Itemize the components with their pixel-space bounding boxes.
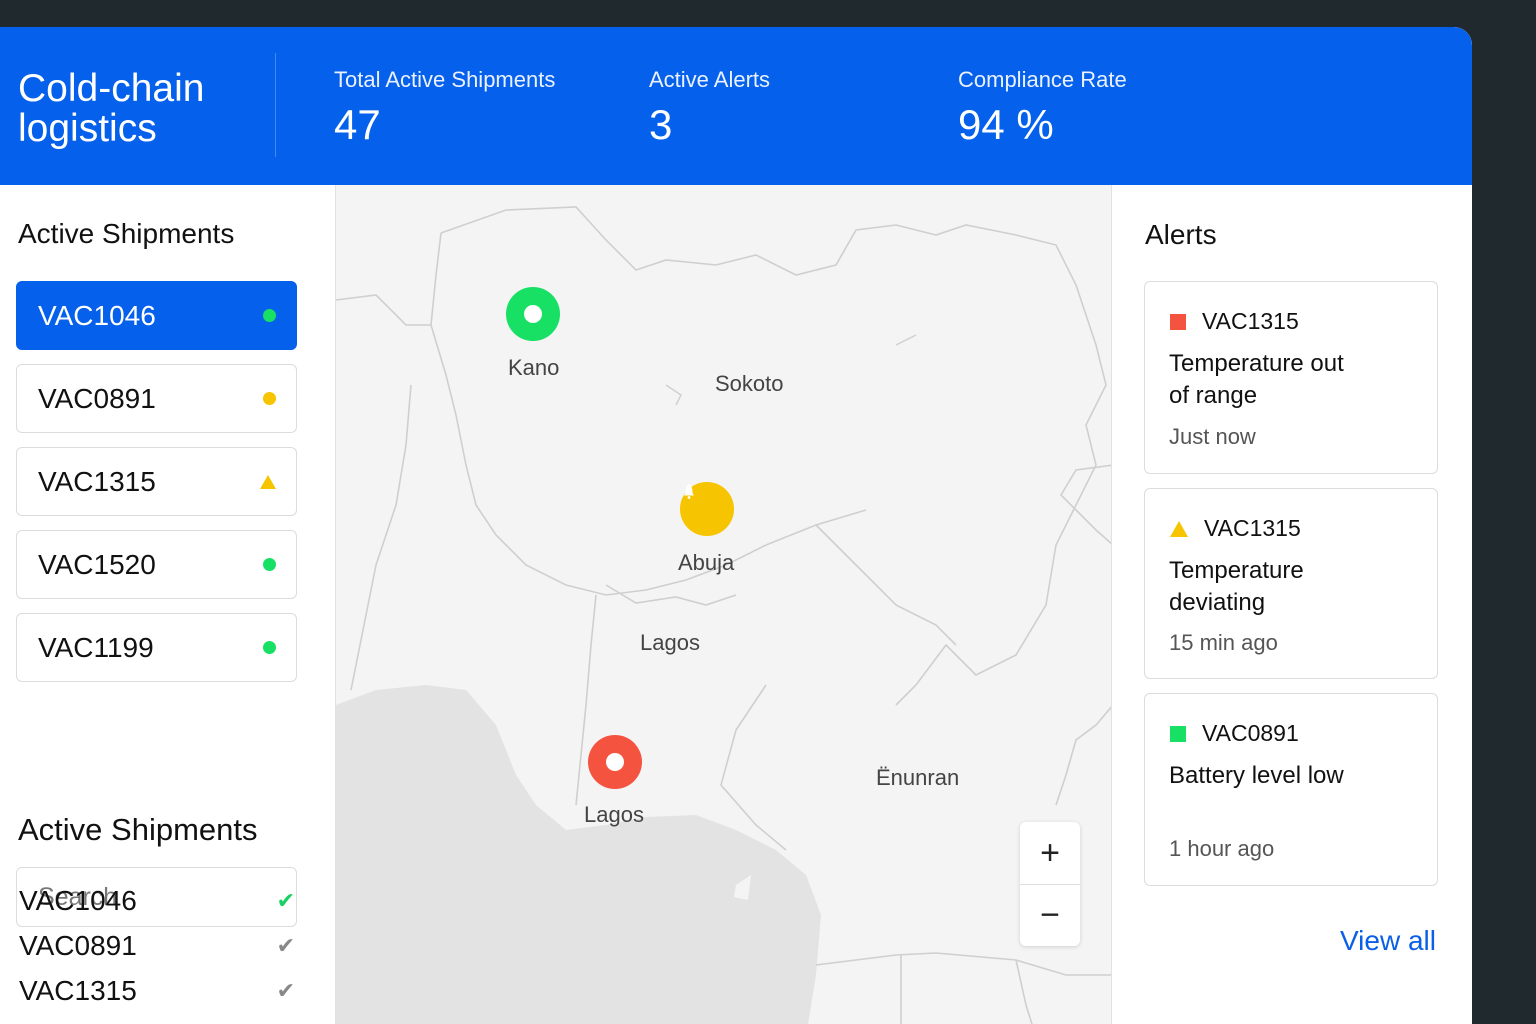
shipment-id: VAC1046 xyxy=(38,299,156,331)
yellow-triangle-icon xyxy=(1170,520,1188,537)
sidebar-title: Active Shipments xyxy=(18,218,235,249)
header-divider xyxy=(275,53,276,157)
shipment-item-vac1520[interactable]: VAC1520 xyxy=(16,530,297,599)
alert-shipment-id: VAC1315 xyxy=(1202,308,1299,334)
shipment-id: VAC1315 xyxy=(38,465,156,497)
zoom-out-button[interactable]: − xyxy=(1020,884,1080,946)
map-view[interactable]: Kano Sokoto Abuja Lagos Lagos Ënunran + … xyxy=(335,185,1112,1024)
stat-value: 94 % xyxy=(958,101,1054,148)
alert-card[interactable]: VAC1315 Temperature deviating 15 min ago xyxy=(1144,488,1438,679)
marker-center-icon xyxy=(524,305,542,323)
shipment-item-vac1315[interactable]: VAC1315 xyxy=(16,447,297,516)
header-bar: Cold-chain logistics Total Active Shipme… xyxy=(0,27,1472,185)
shipment-id: VAC0891 xyxy=(19,930,137,961)
alert-time: 15 min ago xyxy=(1169,630,1278,655)
shipment-item-vac1046[interactable]: VAC1046 xyxy=(16,281,297,350)
app-window: Cold-chain logistics Total Active Shipme… xyxy=(0,27,1472,1024)
map-basemap xyxy=(336,206,1111,1024)
check-icon: ✔ xyxy=(276,978,295,1003)
stat-compliance-rate: Compliance Rate 94 % xyxy=(958,67,1127,149)
shipment-id: VAC1315 xyxy=(19,975,137,1006)
alert-header: VAC1315 xyxy=(1170,515,1301,542)
shipment-id: VAC0891 xyxy=(38,382,156,414)
alert-time: Just now xyxy=(1169,424,1256,449)
alert-shipment-id: VAC1315 xyxy=(1204,515,1301,541)
shipments-sidebar: Active Shipments VAC1046 VAC0891 VAC1315… xyxy=(0,185,335,1024)
stat-label: Compliance Rate xyxy=(958,67,1127,92)
list-item[interactable]: VAC0891 ✔ xyxy=(19,930,297,962)
alert-card[interactable]: VAC1315 Temperature out of range Just no… xyxy=(1144,281,1438,474)
city-label-sokoto: Sokoto xyxy=(715,371,784,396)
alert-message: Temperature out of range xyxy=(1169,350,1344,409)
zoom-in-button[interactable]: + xyxy=(1040,833,1060,872)
list-item[interactable]: VAC1046 ✔ xyxy=(19,885,297,917)
status-dot-icon xyxy=(263,558,276,571)
shipment-id: VAC1046 xyxy=(19,885,137,916)
city-label-abuja: Abuja xyxy=(678,550,735,575)
shipment-id: VAC1520 xyxy=(38,548,156,580)
alert-message: Battery level low xyxy=(1169,762,1344,789)
alert-header: VAC0891 xyxy=(1170,720,1299,747)
stat-label: Total Active Shipments xyxy=(334,67,556,92)
view-all-link[interactable]: View all xyxy=(1340,925,1436,956)
abuja-warning-marker[interactable] xyxy=(680,482,734,536)
city-label-lagos-inland: Lagos xyxy=(640,630,700,655)
alert-shipment-id: VAC0891 xyxy=(1202,720,1299,746)
status-dot-icon xyxy=(263,641,276,654)
kano-marker[interactable] xyxy=(506,287,560,341)
marker-center-icon xyxy=(606,753,624,771)
city-label-kano: Kano xyxy=(508,355,560,380)
app-title: Cold-chain logistics xyxy=(18,67,205,150)
shipment-item-vac1199[interactable]: VAC1199 xyxy=(16,613,297,682)
shipment-id: VAC1199 xyxy=(38,631,154,663)
stat-label: Active Alerts xyxy=(649,67,771,92)
stat-value: 3 xyxy=(649,101,673,148)
stat-total-shipments: Total Active Shipments 47 xyxy=(334,67,555,149)
warning-triangle-icon xyxy=(260,474,276,489)
alert-time: 1 hour ago xyxy=(1169,836,1275,861)
check-icon: ✔ xyxy=(276,888,295,913)
list-item[interactable]: VAC1315 ✔ xyxy=(19,975,297,1007)
alerts-panel: Alerts VAC1315 Temperature out of range … xyxy=(1112,185,1472,1024)
green-square-icon xyxy=(1170,725,1186,742)
sidebar-secondary-title: Active Shipments xyxy=(18,812,258,847)
red-square-icon xyxy=(1170,313,1186,330)
stat-value: 47 xyxy=(334,101,381,148)
city-label-enunran: Ënunran xyxy=(876,765,960,790)
status-dot-icon xyxy=(263,309,276,322)
search-input[interactable] xyxy=(16,867,297,927)
stat-active-alerts: Active Alerts 3 xyxy=(649,67,770,149)
shipment-item-vac0891[interactable]: VAC0891 xyxy=(16,364,297,433)
check-icon: ✔ xyxy=(276,933,295,958)
zoom-control: + − xyxy=(1020,822,1080,946)
lagos-alert-marker[interactable] xyxy=(588,735,642,789)
alert-message: Temperature deviating xyxy=(1169,557,1304,616)
bell-icon xyxy=(684,484,694,499)
alert-header: VAC1315 xyxy=(1170,308,1299,335)
city-label-lagos-coast: Lagos xyxy=(584,802,644,827)
alerts-title: Alerts xyxy=(1145,219,1217,250)
alert-card[interactable]: VAC0891 Battery level low 1 hour ago xyxy=(1144,693,1438,886)
status-dot-icon xyxy=(263,392,276,405)
